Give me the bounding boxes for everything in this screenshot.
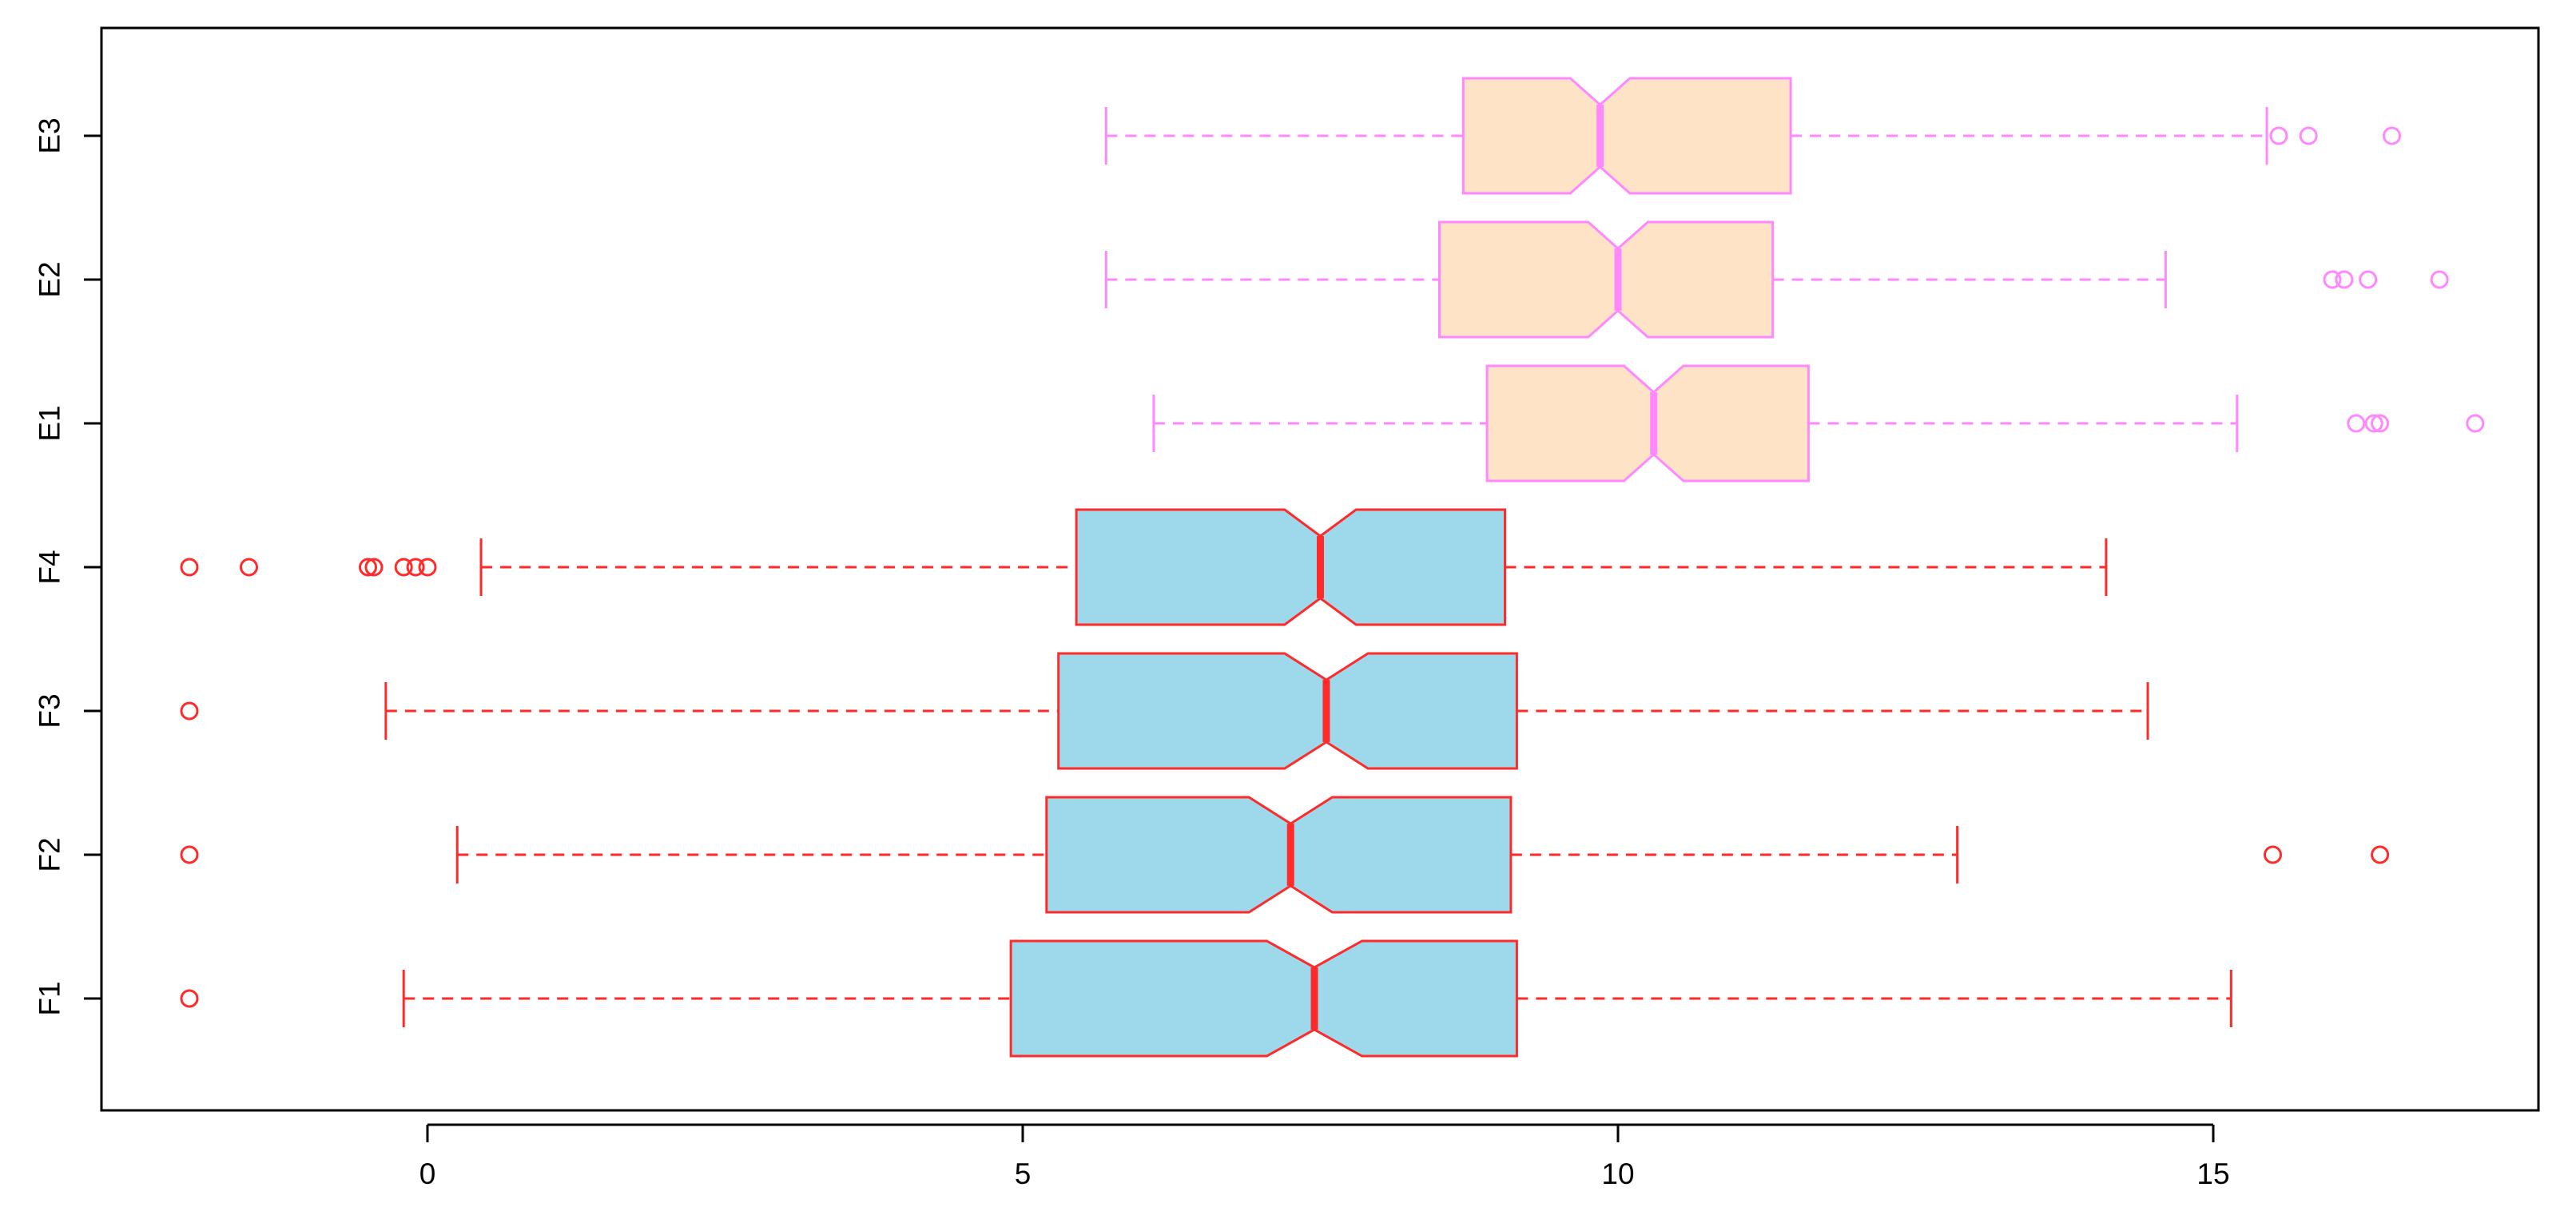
x-tick-label: 15 (2196, 1157, 2229, 1190)
outlier-point (2364, 414, 2383, 433)
outlier-point (2430, 270, 2449, 289)
outlier-point (180, 989, 199, 1008)
box-group-e2 (1104, 220, 2449, 339)
outlier-point (359, 558, 377, 577)
y-tick-label: E2 (34, 261, 66, 297)
outlier-point (2269, 126, 2288, 145)
box-e1 (1485, 364, 1810, 482)
box-group-f2 (180, 796, 2390, 914)
plot-frame (100, 26, 2540, 1112)
y-tick-label: F4 (34, 550, 66, 584)
outlier-point (2383, 126, 2401, 145)
outlier-point (2335, 270, 2354, 289)
box-group-f4 (180, 508, 2108, 626)
outlier-point (2359, 270, 2378, 289)
box-e3 (1461, 77, 1792, 195)
x-tick-label: 5 (1015, 1157, 1032, 1190)
y-tick-label: E3 (34, 117, 66, 153)
outlier-point (2371, 845, 2390, 864)
y-tick-label: F3 (34, 693, 66, 728)
box-f4 (1075, 508, 1506, 626)
y-axis: F1 F2 F3 F4 E1 E2 E3 (34, 117, 101, 1016)
box-f2 (1045, 796, 1513, 914)
outlier-point (364, 558, 384, 577)
x-tick-label: 10 (1601, 1157, 1634, 1190)
outlier-point (2347, 414, 2366, 433)
box-f1 (1009, 939, 1518, 1058)
box-group-e1 (1152, 364, 2485, 482)
plot-area (180, 77, 2485, 1058)
box-e2 (1438, 220, 1775, 339)
outlier-point (406, 558, 425, 577)
outlier-point (2299, 126, 2318, 145)
outlier-point (240, 558, 258, 577)
y-tick-label: E1 (34, 405, 66, 441)
box-f3 (1057, 652, 1518, 770)
outlier-point (394, 558, 413, 577)
y-tick-label: F1 (34, 981, 66, 1015)
y-tick-label: F2 (34, 837, 66, 872)
outlier-point (2371, 414, 2390, 433)
x-axis: 0 5 10 15 (419, 1123, 2230, 1190)
outlier-point (2323, 270, 2342, 289)
outlier-point (180, 701, 199, 721)
outlier-point (2466, 414, 2485, 433)
outlier-point (2264, 845, 2282, 864)
outlier-point (180, 558, 199, 577)
box-group-f1 (180, 939, 2232, 1058)
box-group-f3 (180, 652, 2149, 770)
box-group-e3 (1104, 77, 2401, 195)
x-tick-label: 0 (419, 1157, 436, 1190)
outlier-point (418, 558, 437, 577)
outlier-point (180, 845, 199, 864)
